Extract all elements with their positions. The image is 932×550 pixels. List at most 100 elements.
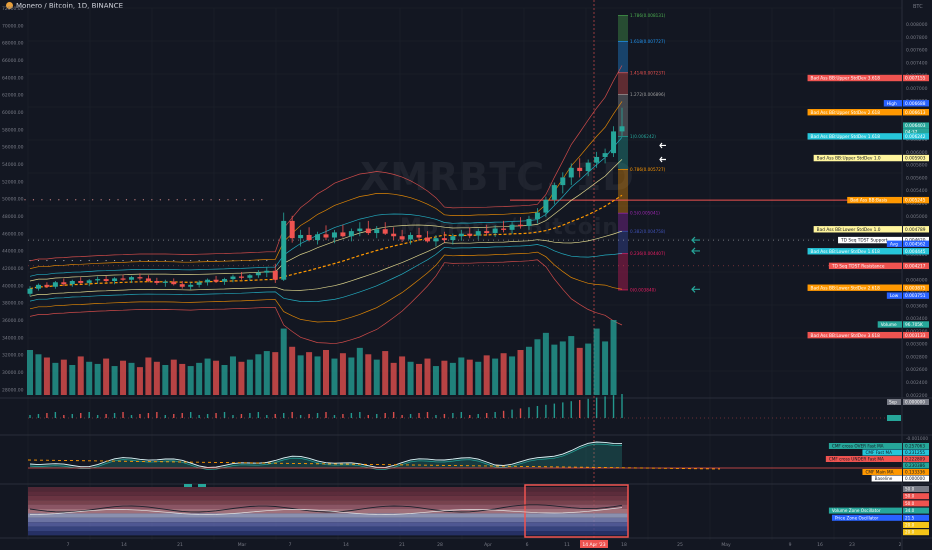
fib-level-label: 0.236(0.004407) [630,251,666,256]
td-dot-red [108,199,111,201]
td-histogram-bar [502,410,505,418]
cmf-value-tag [903,449,929,456]
td-histogram-bar [105,414,107,418]
volume-bar [69,365,76,395]
candle-body [450,236,456,241]
price-label-text: Bad Ass BB:Upper StdDev 3.618 [811,76,881,82]
td-histogram-bar [384,413,386,418]
bollinger-band-line [29,159,623,282]
cmf-main-line [29,441,623,468]
td-dot-red [202,199,204,201]
td-dot-red [244,199,246,201]
td-dot [156,259,158,262]
osc-value-text: 50.0 [905,494,915,499]
td-histogram-bar [536,406,539,418]
volume-bars [27,320,617,395]
candle-body [611,131,617,154]
cmf-label-text: CMF Fast MA [865,450,892,455]
cmf-signal-marker [198,484,206,487]
volume-bar [170,359,177,395]
left-axis-tick: 52000.00 [2,179,24,185]
volume-bar [52,362,59,395]
price-label-tag [813,154,902,162]
td-dot-red [134,199,136,201]
cmf-label-tag [862,469,902,475]
bollinger-band-line [29,101,623,269]
price-value-tag [903,240,929,247]
td-histogram-bar [511,409,513,418]
osc-value-tag [903,522,929,528]
td-histogram-bar [401,415,403,418]
left-axis-tick: 28000.00 [2,387,24,393]
td-histogram-bar [173,414,175,418]
candle-body [391,233,397,237]
price-label-tag [847,196,902,204]
td-histogram-bar [181,413,183,418]
bollinger-band-line [29,65,623,262]
td-histogram-bar [367,415,369,418]
volume-bar [103,358,110,395]
bollinger-band-line [29,259,623,345]
volume-bar [551,344,558,395]
candle-body [526,218,532,227]
td-histogram-bar [469,415,471,418]
price-label-text: Bad Ass BB:Lower StdDev 1.0 [817,227,881,233]
time-axis-label: May [721,542,731,548]
oscillator-zone-band [28,491,628,496]
price-label-tag [828,262,902,270]
price-label-tag [886,240,902,247]
symbol-header[interactable]: Monero / Bitcoin, 1D, BINANCE [6,2,123,10]
td-histogram-bar [147,413,150,418]
volume-bar [416,363,423,395]
td-histogram-bar [29,415,31,418]
osc-value-text: 21.5 [905,515,915,520]
candle-body [484,231,490,234]
td-dot [113,259,116,262]
fib-level-label: 1.786(0.008131) [630,13,666,18]
watermark: XMRBTC, 1D Monero / Bitcoin [360,155,635,243]
td-histogram-bar [316,413,319,418]
candle-body [247,275,253,278]
candle-body [205,279,211,283]
candle-body [222,279,228,282]
price-label-text: Bad Ass BB:Lower StdDev 3.618 [811,333,881,339]
td-histogram-bar [249,413,251,418]
volume-bar [348,357,355,395]
volume-zone-line [29,504,623,513]
volume-bar [441,360,448,395]
osc-value-tag [903,493,929,500]
td-histogram-bar [519,408,522,418]
candle-body [509,224,515,230]
td-dot-red [49,199,51,201]
td-histogram-bar [308,414,310,418]
td-histogram-bar [122,412,124,418]
volume-bar [525,346,532,395]
left-axis-tick: 56000.00 [2,145,24,151]
right-axis-tick: 0.007600 [906,48,928,54]
candle-body [112,278,118,281]
td-histogram-bar [240,414,243,418]
candle-body [560,177,566,186]
candle-body [594,156,600,163]
td-dot-red [218,199,221,201]
volume-bar [86,361,93,395]
td-dot-red [176,199,178,201]
td-label-text: Sep [889,400,897,405]
candle-body [44,284,50,287]
left-axis-tick: 36000.00 [2,318,24,324]
price-value-text: 0.006403 [905,123,926,129]
price-value-text: 0.005903 [905,156,926,162]
volume-bar [568,336,575,395]
td-dot [130,259,133,262]
td-dot-red [83,199,85,201]
price-value-text: 0.003875 [905,285,926,291]
price-label-text: High [887,101,897,107]
price-value-tag [903,331,929,339]
right-axis-tick: 0.002200 [906,393,928,399]
candle-body [458,233,464,237]
candle-body [35,284,41,289]
fib-zone-fill [618,169,628,214]
candle-body [365,228,371,234]
